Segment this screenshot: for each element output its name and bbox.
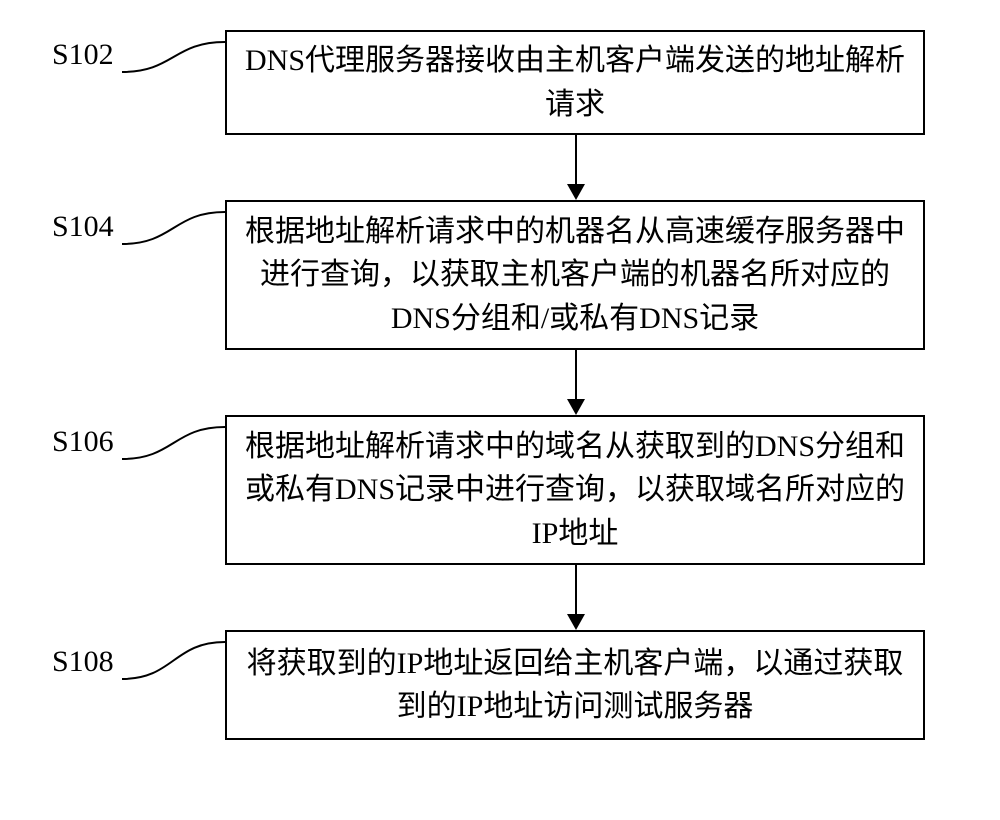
step-text: 将获取到的IP地址返回给主机客户端，以通过获取到的IP地址访问测试服务器 bbox=[245, 642, 905, 729]
step-box-s104: 根据地址解析请求中的机器名从高速缓存服务器中进行查询，以获取主机客户端的机器名所… bbox=[225, 200, 925, 350]
label-connector bbox=[120, 40, 227, 74]
step-label-s108: S108 bbox=[52, 645, 114, 679]
step-text: DNS代理服务器接收由主机客户端发送的地址解析请求 bbox=[245, 39, 905, 126]
step-box-s106: 根据地址解析请求中的域名从获取到的DNS分组和或私有DNS记录中进行查询，以获取… bbox=[225, 415, 925, 565]
step-box-s102: DNS代理服务器接收由主机客户端发送的地址解析请求 bbox=[225, 30, 925, 135]
label-connector bbox=[120, 425, 227, 461]
step-label-s102: S102 bbox=[52, 38, 114, 72]
step-text: 根据地址解析请求中的机器名从高速缓存服务器中进行查询，以获取主机客户端的机器名所… bbox=[245, 210, 905, 341]
step-text: 根据地址解析请求中的域名从获取到的DNS分组和或私有DNS记录中进行查询，以获取… bbox=[245, 425, 905, 556]
label-connector bbox=[120, 210, 227, 246]
flowchart: S102 DNS代理服务器接收由主机客户端发送的地址解析请求 S104 根据地址解析请… bbox=[0, 30, 1000, 810]
step-label-s106: S106 bbox=[52, 425, 114, 459]
step-label-s104: S104 bbox=[52, 210, 114, 244]
step-box-s108: 将获取到的IP地址返回给主机客户端，以通过获取到的IP地址访问测试服务器 bbox=[225, 630, 925, 740]
label-connector bbox=[120, 640, 227, 681]
